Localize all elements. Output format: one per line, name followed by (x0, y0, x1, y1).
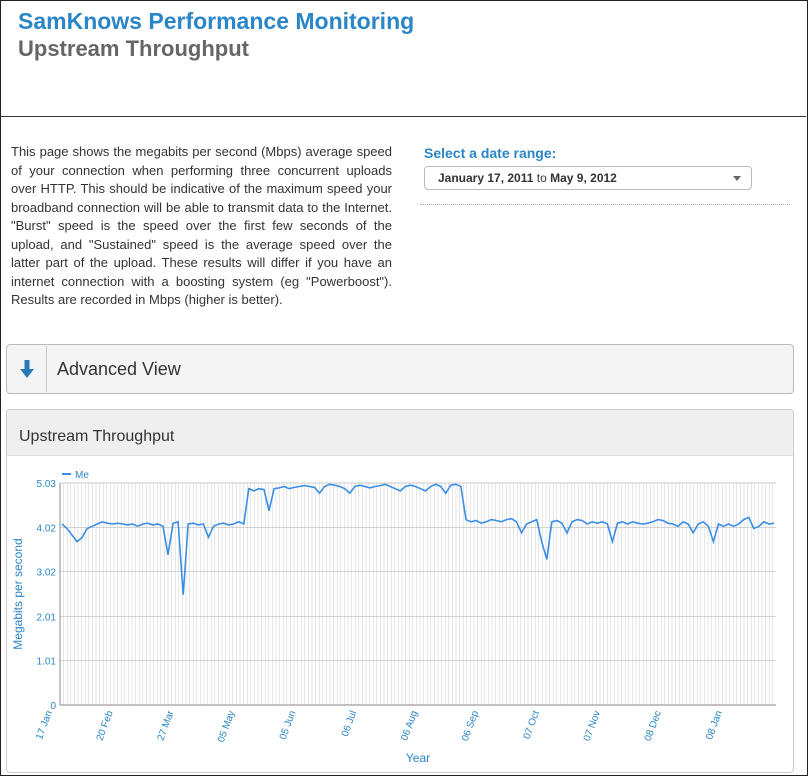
advanced-view-label: Advanced View (57, 359, 181, 379)
y-axis-label: Megabits per second (11, 538, 25, 649)
date-range-label: Select a date range: (424, 145, 557, 161)
page-subtitle: Upstream Throughput (18, 36, 249, 61)
date-range-select[interactable]: January 17, 2011 to May 9, 2012 (424, 166, 752, 190)
chart-panel-title: Upstream Throughput (19, 428, 175, 445)
x-tick-label: 06 Jul (340, 709, 359, 738)
legend-label: Me (75, 470, 89, 481)
chart-panel: Upstream Throughput (6, 409, 794, 773)
y-tick-label: 2.01 (37, 612, 57, 623)
y-tick-label: 3.02 (37, 568, 57, 579)
y-tick-label: 0 (50, 701, 56, 712)
x-tick-label: 06 Aug (399, 709, 420, 742)
chart-panel-header: Upstream Throughput (7, 410, 793, 456)
x-tick-label: 05 May (216, 709, 238, 744)
x-tick-label: 17 Jan (34, 709, 55, 741)
arrow-down-icon (20, 360, 34, 378)
chevron-down-icon (733, 176, 741, 181)
page-title: SamKnows Performance Monitoring (18, 8, 415, 34)
y-tick-label: 5.03 (37, 479, 57, 490)
description-text: This page shows the megabits per second … (11, 144, 392, 307)
page-header: SamKnows Performance Monitoring Upstream… (0, 0, 806, 117)
y-tick-label: 4.02 (37, 524, 57, 535)
x-tick-label: 27 Mar (156, 709, 177, 743)
y-tick-label: 1.01 (37, 656, 57, 667)
divider (420, 204, 790, 205)
advanced-view-toggle[interactable] (8, 346, 47, 392)
x-tick-label: 07 Oct (522, 709, 542, 741)
x-tick-label: 08 Dec (643, 709, 664, 743)
x-axis-label: Year (406, 751, 430, 765)
x-tick-label: 08 Jan (704, 709, 725, 741)
x-tick-label: 05 Jun (278, 709, 299, 741)
advanced-view-bar[interactable]: Advanced View (6, 344, 794, 394)
x-tick-label: 20 Feb (95, 709, 116, 742)
x-tick-label: 06 Sep (460, 709, 481, 743)
series-line-me (61, 483, 775, 595)
date-range-value: January 17, 2011 to May 9, 2012 (438, 171, 617, 185)
x-tick-label: 07 Nov (582, 709, 603, 743)
